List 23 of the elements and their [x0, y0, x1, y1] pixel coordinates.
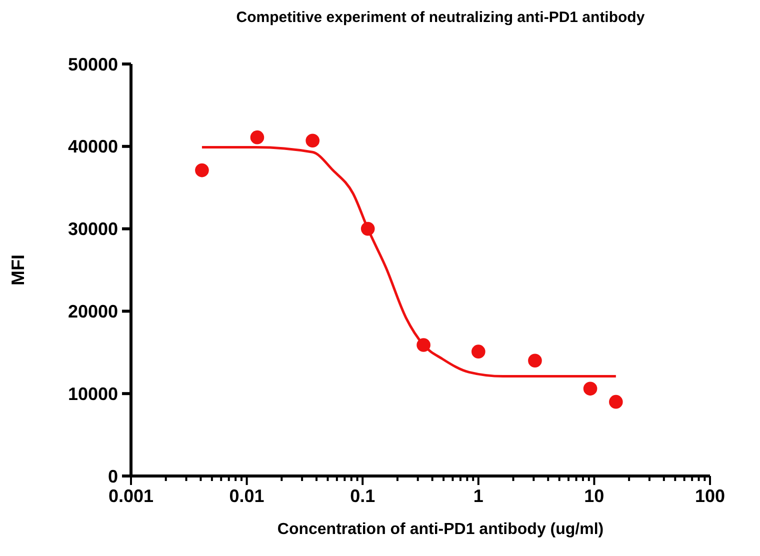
- x-tick-label: 100: [694, 486, 726, 506]
- x-tick-label: 10: [584, 486, 604, 506]
- y-tick-label: 40000: [68, 136, 118, 157]
- x-tick-label: 0.001: [108, 486, 154, 506]
- y-tick-label: 10000: [68, 384, 118, 404]
- point: [250, 130, 264, 144]
- point: [528, 354, 542, 368]
- x-axis-title: Concentration of anti-PD1 antibody (ug/ml): [277, 521, 604, 538]
- y-tick-label: 30000: [68, 219, 118, 240]
- y-tick-label: 20000: [68, 302, 118, 322]
- point: [471, 344, 486, 358]
- x-tick-label: 1: [473, 486, 484, 506]
- point: [583, 382, 598, 396]
- chart-title: Competitive experiment of neutralizing anti-PD1 antibody: [236, 9, 646, 26]
- x-tick-label: 0.01: [229, 486, 264, 506]
- point: [306, 134, 320, 148]
- point: [195, 163, 209, 178]
- y-axis-title: MFI: [8, 254, 28, 286]
- point: [360, 222, 375, 236]
- y-tick-label: 0: [108, 466, 118, 486]
- point: [416, 338, 430, 352]
- x-tick-label: 0.1: [350, 486, 376, 506]
- y-tick-label: 50000: [68, 54, 118, 74]
